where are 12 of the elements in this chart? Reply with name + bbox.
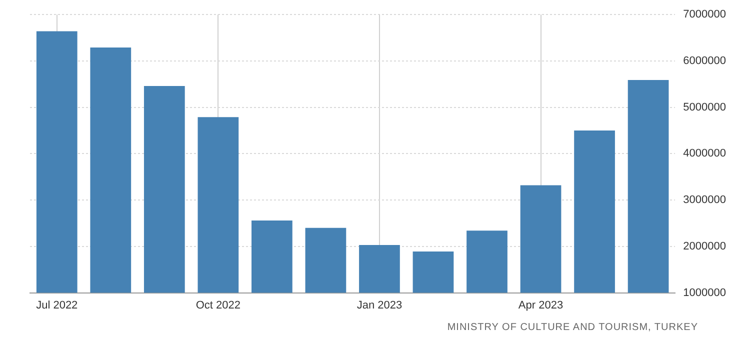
- x-tick-label: Oct 2022: [196, 299, 240, 312]
- y-tick-label: 4000000: [683, 148, 726, 160]
- y-tick-label: 7000000: [683, 8, 726, 21]
- text: MINISTRY OF CULTURE AND TOURISM, TURKEY: [447, 322, 698, 333]
- y-tick-label: 5000000: [683, 101, 726, 114]
- x-tick-label: Jan 2023: [356, 299, 402, 312]
- y-tick-label: 6000000: [683, 55, 726, 67]
- y-tick-label: 1000000: [683, 286, 726, 299]
- x-tick-label: Apr 2023: [518, 299, 564, 312]
- y-tick-label: 2000000: [683, 240, 726, 252]
- y-tick-label: 3000000: [683, 194, 726, 206]
- x-tick-label: Jul 2022: [36, 299, 78, 312]
